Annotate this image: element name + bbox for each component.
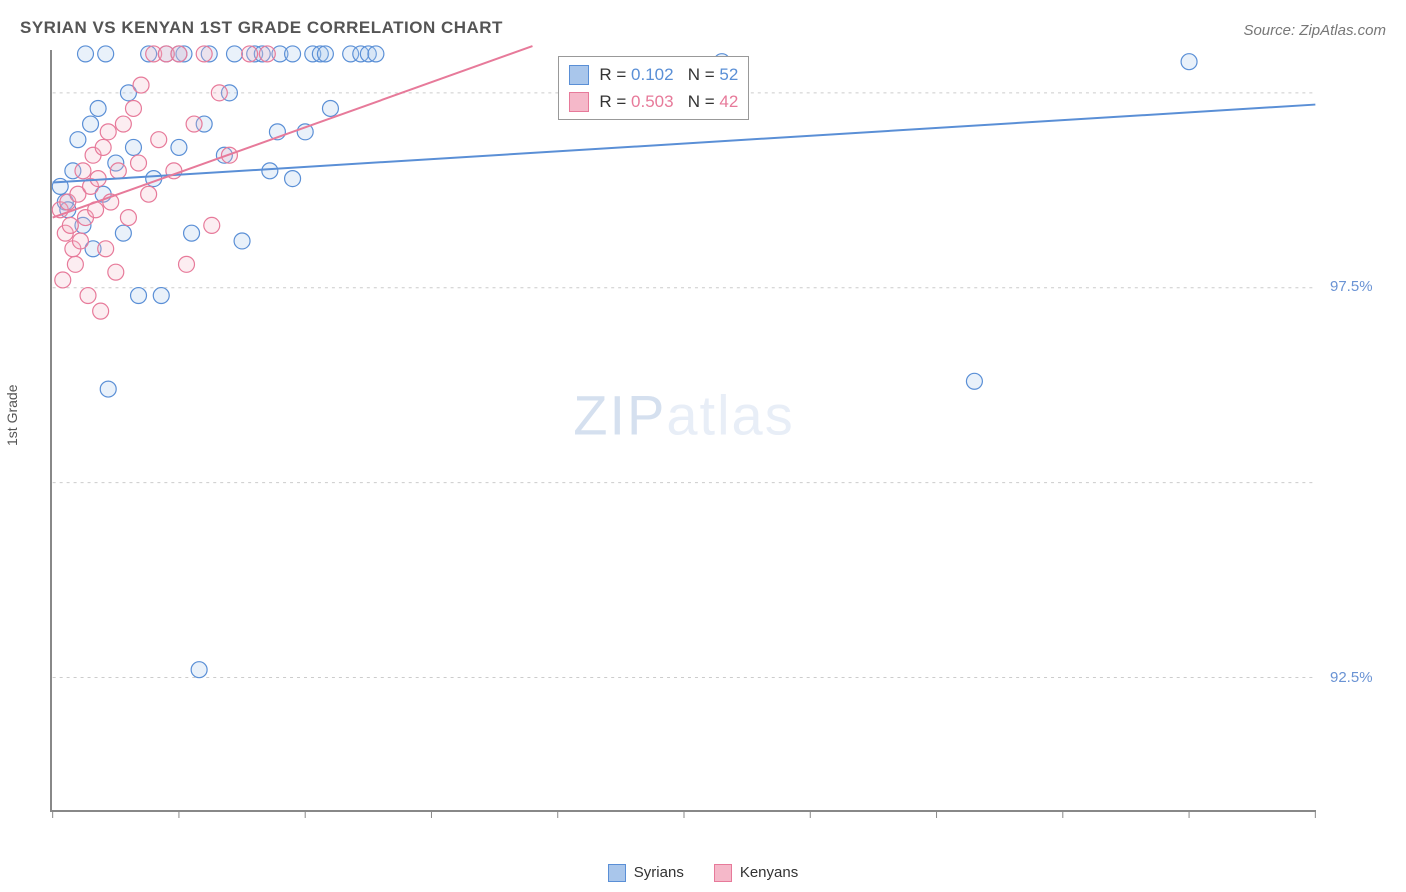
scatter-point	[285, 171, 301, 187]
legend-swatch-icon	[714, 864, 732, 882]
scatter-point	[141, 186, 157, 202]
scatter-point	[75, 163, 91, 179]
scatter-point	[322, 100, 338, 116]
stats-legend-box: R = 0.102 N = 52R = 0.503 N = 42	[558, 56, 749, 120]
scatter-point	[80, 288, 96, 304]
scatter-point	[70, 132, 86, 148]
scatter-point	[151, 132, 167, 148]
y-tick-label: 97.5%	[1330, 278, 1373, 295]
scatter-point	[184, 225, 200, 241]
scatter-point	[55, 272, 71, 288]
legend-swatch-icon	[608, 864, 626, 882]
bottom-legend-item: Syrians	[608, 864, 684, 882]
scatter-point	[90, 100, 106, 116]
scatter-point	[285, 46, 301, 62]
scatter-point	[368, 46, 384, 62]
scatter-point	[95, 139, 111, 155]
scatter-point	[131, 155, 147, 171]
scatter-point	[234, 233, 250, 249]
scatter-point	[108, 264, 124, 280]
scatter-point	[120, 210, 136, 226]
scatter-point	[259, 46, 275, 62]
chart-title: SYRIAN VS KENYAN 1ST GRADE CORRELATION C…	[20, 18, 503, 38]
stats-row: R = 0.102 N = 52	[569, 61, 738, 88]
scatter-point	[133, 77, 149, 93]
stats-text: R = 0.102 N = 52	[599, 61, 738, 88]
scatter-point	[115, 225, 131, 241]
scatter-point	[98, 46, 114, 62]
scatter-point	[242, 46, 258, 62]
scatter-point	[115, 116, 131, 132]
scatter-point	[179, 256, 195, 272]
scatter-point	[1181, 54, 1197, 70]
chart-container: SYRIAN VS KENYAN 1ST GRADE CORRELATION C…	[0, 0, 1406, 892]
legend-swatch-icon	[569, 65, 589, 85]
scatter-point	[966, 373, 982, 389]
scatter-point	[171, 46, 187, 62]
y-axis-label: 1st Grade	[4, 385, 20, 446]
scatter-point	[211, 85, 227, 101]
scatter-point	[100, 381, 116, 397]
stats-row: R = 0.503 N = 42	[569, 88, 738, 115]
stats-text: R = 0.503 N = 42	[599, 88, 738, 115]
scatter-point	[62, 217, 78, 233]
scatter-point	[78, 46, 94, 62]
scatter-point	[262, 163, 278, 179]
scatter-point	[204, 217, 220, 233]
scatter-point	[191, 662, 207, 678]
scatter-point	[153, 288, 169, 304]
plot-area: ZIPatlas R = 0.102 N = 52R = 0.503 N = 4…	[50, 50, 1316, 812]
scatter-point	[67, 256, 83, 272]
scatter-point	[110, 163, 126, 179]
scatter-point	[125, 100, 141, 116]
scatter-point	[131, 288, 147, 304]
scatter-point	[100, 124, 116, 140]
legend-swatch-icon	[569, 92, 589, 112]
y-tick-label: 92.5%	[1330, 669, 1373, 686]
scatter-point	[98, 241, 114, 257]
scatter-point	[125, 139, 141, 155]
scatter-point	[196, 46, 212, 62]
scatter-point	[317, 46, 333, 62]
plot-svg	[52, 50, 1316, 810]
scatter-point	[186, 116, 202, 132]
legend-label: Kenyans	[740, 864, 798, 881]
scatter-point	[83, 116, 99, 132]
legend-label: Syrians	[634, 864, 684, 881]
bottom-legend-item: Kenyans	[714, 864, 798, 882]
scatter-point	[93, 303, 109, 319]
scatter-point	[72, 233, 88, 249]
source-label: Source: ZipAtlas.com	[1243, 22, 1386, 39]
bottom-legend: Syrians Kenyans	[0, 864, 1406, 882]
scatter-point	[227, 46, 243, 62]
scatter-point	[171, 139, 187, 155]
